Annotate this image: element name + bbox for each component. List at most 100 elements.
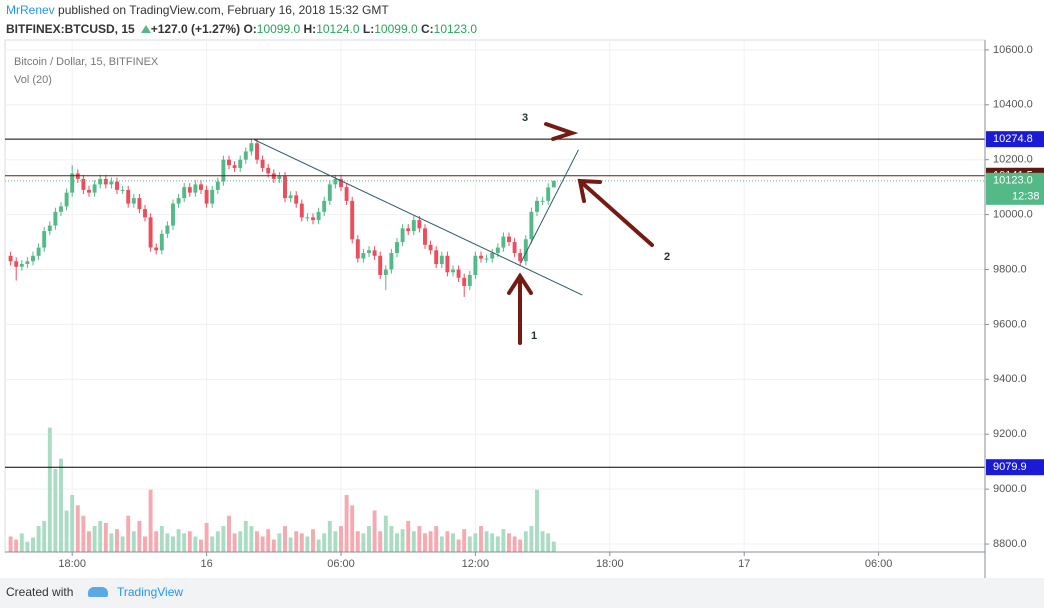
volume-bar (512, 536, 517, 552)
x-tick-label: 06:00 (327, 558, 355, 570)
volume-bar (98, 520, 103, 552)
candle-body (255, 143, 259, 160)
volume-bar (283, 526, 287, 552)
volume-bar (507, 533, 511, 552)
candle-body (8, 255, 13, 262)
candle-body (19, 264, 24, 267)
candle-body (462, 277, 467, 286)
publish-line: MrRenev published on TradingView.com, Fe… (6, 3, 389, 17)
volume-bar (473, 533, 478, 552)
volume-bar (31, 537, 35, 552)
volume-bar (109, 533, 114, 552)
volume-bar (467, 536, 472, 552)
chart: Bitcoin / Dollar, 15, BITFINEX Vol (20) … (4, 39, 1044, 578)
volume-bar (193, 536, 198, 552)
candle-body (423, 228, 427, 245)
volume-bar (546, 533, 551, 552)
last-price-badge (986, 172, 1044, 205)
volume-bar (490, 533, 495, 552)
candle-body (484, 258, 489, 260)
volume-bar (445, 531, 450, 552)
candle-body (165, 225, 170, 234)
x-tick-label: 18:00 (596, 558, 624, 570)
open-label: O: (243, 22, 257, 36)
y-tick-label: 9800.0 (993, 263, 1027, 275)
volume-bar (25, 541, 30, 552)
volume-bar (299, 533, 304, 552)
x-tick-label: 06:00 (865, 558, 893, 570)
volume-bar (238, 531, 243, 552)
volume-bar (271, 539, 276, 552)
candle-body (333, 178, 338, 185)
candle-body (137, 198, 142, 210)
volume-bar (210, 536, 215, 552)
volume-bar (551, 541, 556, 552)
symbol: BITFINEX:BTCUSD, 15 (6, 22, 135, 36)
chart-title: Bitcoin / Dollar, 15, BITFINEX (14, 56, 159, 68)
arrow-3 (544, 122, 579, 141)
candle-body (215, 181, 220, 190)
volume-bar (14, 539, 19, 552)
candle-body (316, 211, 321, 221)
candle-body (210, 189, 215, 204)
candle-body (59, 206, 63, 212)
created-with: Created with (6, 585, 74, 599)
candle-body (327, 184, 332, 201)
volume-bar (495, 536, 500, 552)
volume-bar (120, 536, 125, 552)
change: +127.0 (+1.27%) (150, 22, 241, 36)
candle-body (311, 217, 315, 221)
volume (8, 427, 556, 552)
level-badge (986, 459, 1044, 476)
y-tick-label: 8800.0 (993, 538, 1027, 550)
brand[interactable]: TradingView (117, 585, 184, 599)
level-badge (986, 131, 1044, 148)
volume-bar (182, 533, 187, 552)
volume-bar (36, 526, 41, 552)
volume-bar (187, 531, 192, 552)
candle-body (501, 236, 506, 248)
candle-body (350, 200, 355, 240)
candle-body (193, 184, 198, 193)
candle-body (546, 187, 551, 201)
candle-body (109, 181, 114, 185)
candle-body (518, 253, 523, 262)
candle-body (227, 159, 231, 166)
candle-body (14, 261, 19, 267)
candle-body (434, 250, 439, 265)
x-tick-label: 18:00 (58, 558, 86, 570)
x-tick-label: 12:00 (462, 558, 490, 570)
candle-body (473, 255, 478, 275)
volume-bar (215, 531, 220, 552)
candle-body (512, 242, 517, 254)
candle-body (529, 211, 534, 240)
footer: Created with TradingView (0, 578, 1044, 608)
volume-bar (529, 526, 534, 552)
candles (8, 139, 556, 297)
volume-bar (311, 529, 315, 552)
y-tick-label: 9400.0 (993, 373, 1027, 385)
candle-body (277, 176, 282, 179)
volume-bar (316, 539, 321, 552)
candle-body (411, 220, 416, 232)
candle-body (456, 269, 461, 278)
volume-bar (266, 529, 271, 552)
candle-body (439, 255, 444, 265)
volume-bar (103, 522, 108, 552)
volume-bar (434, 526, 439, 552)
candle-body (148, 217, 153, 248)
volume-bar (148, 489, 153, 552)
candle-body (299, 203, 304, 218)
close: 10123.0 (433, 22, 478, 36)
volume-bar (126, 515, 131, 552)
author[interactable]: MrRenev (6, 3, 55, 17)
candle-body (445, 255, 450, 273)
countdown: 12:38 (1012, 191, 1040, 203)
close-label: C: (420, 22, 434, 36)
candle-body (467, 274, 472, 286)
volume-bar (344, 494, 349, 552)
volume-bar (42, 520, 47, 552)
volume-bar (75, 505, 80, 552)
volume-bar (400, 529, 405, 552)
volume-bar (327, 520, 332, 552)
